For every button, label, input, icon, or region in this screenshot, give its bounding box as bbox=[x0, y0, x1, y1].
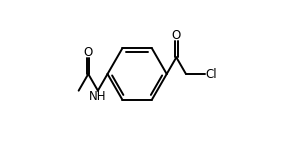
Text: NH: NH bbox=[88, 90, 106, 103]
Text: O: O bbox=[172, 29, 181, 42]
Text: O: O bbox=[84, 46, 93, 59]
Text: Cl: Cl bbox=[205, 67, 217, 81]
